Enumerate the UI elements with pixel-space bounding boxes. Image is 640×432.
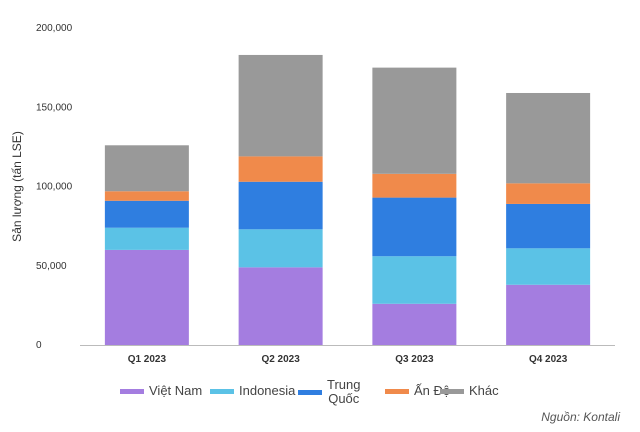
bar-segment — [506, 183, 591, 204]
legend: Việt Nam Indonesia Trung Quốc Ấn Độ Khác — [120, 378, 520, 418]
bar-segment — [506, 248, 591, 285]
bar-segment — [238, 54, 323, 157]
bar-segment — [372, 256, 457, 304]
legend-label: Khác — [469, 383, 499, 398]
y-tick-label: 150,000 — [36, 102, 73, 113]
y-tick-label: 50,000 — [36, 261, 67, 272]
legend-item: Trung Quốc — [298, 378, 360, 406]
x-tick-label: Q1 2023 — [128, 354, 167, 365]
y-tick-label: 200,000 — [36, 23, 73, 34]
bar-segment — [372, 173, 457, 198]
bar-segment — [104, 227, 189, 250]
bar-segment — [238, 267, 323, 345]
legend-label: Indonesia — [239, 383, 296, 398]
legend-item: Indonesia — [210, 384, 295, 398]
legend-label: Ấn Độ — [414, 383, 451, 398]
legend-item: Ấn Độ — [385, 384, 450, 398]
bar-segment — [506, 284, 591, 345]
bar-segment — [372, 67, 457, 174]
legend-item: Khác — [440, 384, 499, 398]
legend-swatch — [440, 388, 464, 394]
bar-segment — [238, 156, 323, 182]
bar-segment — [506, 203, 591, 249]
legend-label: Việt Nam — [149, 383, 203, 398]
bar-segment — [104, 191, 189, 201]
bar-segment — [104, 145, 189, 192]
bar-segment — [238, 229, 323, 268]
bar-segment — [238, 181, 323, 230]
bar-segment — [104, 249, 189, 345]
bar-segment — [372, 303, 457, 345]
legend-swatch — [210, 388, 234, 394]
legend-item: Việt Nam — [120, 384, 202, 398]
x-tick-label: Q2 2023 — [261, 354, 300, 365]
legend-label: Trung Quốc — [327, 377, 361, 406]
bar-segment — [104, 200, 189, 228]
legend-swatch — [298, 389, 322, 395]
legend-swatch — [120, 388, 144, 394]
y-axis-title: Sản lượng (tấn LSE) — [10, 131, 24, 242]
legend-swatch — [385, 388, 409, 394]
x-tick-label: Q3 2023 — [395, 354, 434, 365]
bar-segment — [372, 197, 457, 257]
x-tick-label: Q4 2023 — [529, 354, 568, 365]
bar-segment — [506, 92, 591, 184]
source-note: Nguồn: Kontali — [541, 410, 620, 424]
y-tick-label: 100,000 — [36, 182, 73, 193]
y-tick-label: 0 — [36, 340, 42, 351]
